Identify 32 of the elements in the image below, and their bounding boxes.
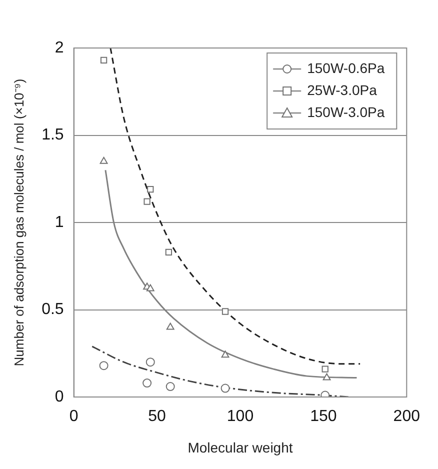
legend-label: 150W-0.6Pa	[307, 60, 385, 76]
x-axis-title: Molecular weight	[188, 439, 293, 456]
x-tick-label: 0	[69, 408, 78, 426]
y-tick-label: 0	[54, 388, 64, 406]
point	[144, 198, 150, 205]
point	[146, 358, 155, 367]
point	[99, 361, 108, 370]
point	[165, 248, 172, 256]
point	[146, 284, 154, 292]
point	[100, 56, 108, 64]
point	[166, 382, 175, 392]
point	[221, 350, 230, 358]
line-series	[91, 346, 350, 397]
y-tick-label: 1	[54, 214, 64, 231]
y-axis-title: Number of adsorption gas molecules / mol (×10⁻⁹)	[11, 78, 26, 366]
legend-label: 25W-3.0Pa	[307, 82, 378, 98]
point	[222, 308, 229, 315]
point	[166, 322, 174, 330]
legend-label: 150W-3.0Pa	[307, 104, 385, 120]
x-tick-label: 100	[226, 408, 254, 426]
x-tick-label: 200	[393, 408, 420, 426]
point	[142, 378, 152, 388]
point	[147, 186, 154, 193]
y-tick-label: 1.5	[42, 126, 64, 144]
y-tick-label: 2	[54, 39, 64, 56]
point	[322, 373, 331, 380]
point	[322, 366, 328, 372]
x-tick-label: 150	[310, 408, 337, 426]
y-tick-label: 0.5	[42, 301, 64, 318]
point	[100, 156, 108, 164]
x-tick-label: 50	[148, 408, 166, 426]
point	[220, 384, 230, 393]
